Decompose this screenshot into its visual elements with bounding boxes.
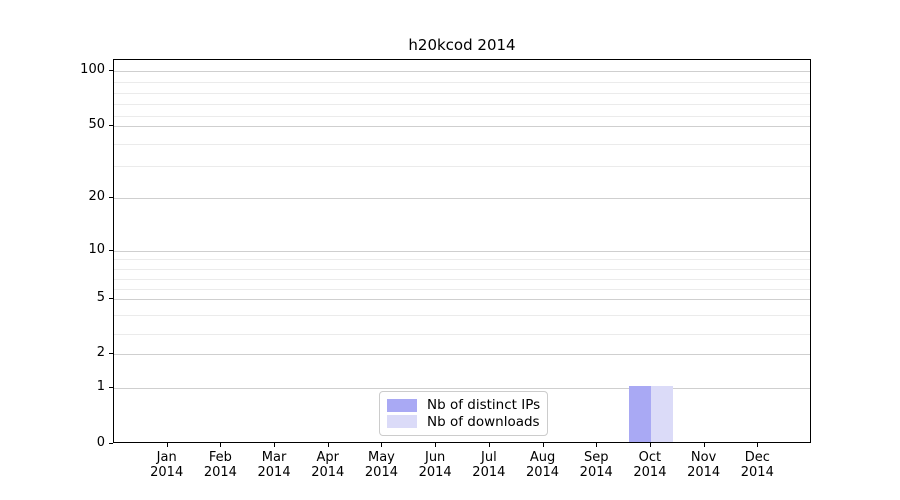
x-axis-tick-label: May 2014 bbox=[349, 450, 413, 480]
major-gridline bbox=[114, 250, 810, 252]
x-axis-tick-label: Aug 2014 bbox=[511, 450, 575, 480]
x-axis-tick-label-line: 2014 bbox=[257, 465, 291, 480]
y-axis-tick-label: 5 bbox=[96, 289, 105, 305]
minor-gridline bbox=[114, 81, 810, 83]
y-axis-tick-mark bbox=[109, 70, 113, 72]
major-gridline bbox=[114, 387, 810, 389]
x-axis-tick-mark bbox=[274, 443, 276, 447]
y-axis-tick-label: 20 bbox=[88, 188, 105, 204]
x-axis-tick-label-line: Sep bbox=[583, 450, 609, 465]
legend-label-distinct-ips: Nb of distinct IPs bbox=[427, 397, 541, 414]
y-axis-tick-mark bbox=[109, 386, 113, 388]
bar-downloads bbox=[650, 385, 673, 442]
x-axis-tick-label-line: Jul bbox=[481, 450, 497, 465]
legend-swatch-downloads bbox=[387, 415, 417, 429]
x-axis-tick-label: Mar 2014 bbox=[242, 450, 306, 480]
x-axis-tick-label: Oct 2014 bbox=[618, 450, 682, 480]
y-axis-tick-label: 2 bbox=[96, 345, 105, 361]
x-axis-tick-label-line: 2014 bbox=[525, 465, 560, 480]
minor-gridline bbox=[114, 288, 810, 290]
x-axis-tick-mark bbox=[435, 443, 437, 447]
x-axis-tick-label-line: Nov bbox=[690, 450, 717, 465]
chart-title: h20kcod 2014 bbox=[408, 36, 516, 54]
y-axis-tick-label: 50 bbox=[88, 117, 105, 133]
x-axis-tick-label-line: 2014 bbox=[203, 465, 237, 480]
x-axis-tick-label: Jul 2014 bbox=[457, 450, 521, 480]
x-axis-tick-label-line: 2014 bbox=[633, 465, 667, 480]
legend-item-distinct-ips: Nb of distinct IPs bbox=[387, 397, 541, 414]
minor-gridline bbox=[114, 334, 810, 336]
x-axis-tick-label: Sep 2014 bbox=[564, 450, 628, 480]
x-axis-tick-label-line: Mar bbox=[261, 450, 287, 465]
x-axis-tick-mark bbox=[488, 443, 490, 447]
x-axis-tick-label-line: Oct bbox=[638, 450, 662, 465]
minor-gridline bbox=[114, 143, 810, 145]
legend: Nb of distinct IPs Nb of downloads bbox=[379, 391, 548, 436]
x-axis-tick-label: Dec 2014 bbox=[725, 450, 789, 480]
x-axis-tick-mark bbox=[757, 443, 759, 447]
legend-swatch-distinct-ips bbox=[387, 398, 417, 412]
minor-gridline bbox=[114, 104, 810, 106]
major-gridline bbox=[114, 126, 810, 128]
minor-gridline bbox=[114, 116, 810, 118]
x-axis-tick-mark bbox=[381, 443, 383, 447]
x-axis-tick-label-line: 2014 bbox=[150, 465, 184, 480]
x-axis-tick-label-line: Jan bbox=[156, 450, 177, 465]
y-axis-tick-mark bbox=[109, 443, 113, 444]
legend-item-downloads: Nb of downloads bbox=[387, 413, 540, 430]
x-axis-tick-mark bbox=[220, 443, 222, 447]
y-axis-tick-mark bbox=[109, 353, 113, 355]
plot-area: Nb of distinct IPs Nb of downloads bbox=[113, 59, 811, 443]
x-axis-tick-label-line: 2014 bbox=[311, 465, 345, 480]
x-axis-tick-mark bbox=[166, 443, 168, 447]
x-axis-tick-mark bbox=[327, 443, 329, 447]
major-gridline bbox=[114, 71, 810, 73]
x-axis-tick-label-line: Aug bbox=[529, 450, 556, 465]
major-gridline bbox=[114, 197, 810, 199]
x-axis-tick-mark bbox=[703, 443, 705, 447]
x-axis-tick-label: Nov 2014 bbox=[672, 450, 736, 480]
y-axis-tick-label: 10 bbox=[88, 241, 105, 257]
y-axis-tick-label: 1 bbox=[96, 378, 105, 394]
y-axis-tick-mark bbox=[109, 125, 113, 127]
x-axis-tick-label-line: Jun bbox=[424, 450, 446, 465]
x-axis-tick-label-line: Feb bbox=[208, 450, 232, 465]
major-gridline bbox=[114, 354, 810, 356]
x-axis-tick-mark bbox=[596, 443, 598, 447]
major-gridline bbox=[114, 298, 810, 300]
minor-gridline bbox=[114, 269, 810, 271]
x-axis-tick-label-line: Dec bbox=[744, 450, 770, 465]
y-axis-tick-mark bbox=[109, 297, 113, 299]
minor-gridline bbox=[114, 258, 810, 260]
minor-gridline bbox=[114, 93, 810, 95]
x-axis-tick-label-line: 2014 bbox=[579, 465, 613, 480]
x-axis-tick-label-line: May bbox=[368, 450, 395, 465]
bar-distinct-ips bbox=[628, 385, 651, 442]
x-axis-tick-label-line: 2014 bbox=[418, 465, 452, 480]
x-axis-tick-mark bbox=[542, 443, 544, 447]
minor-gridline bbox=[114, 278, 810, 280]
x-axis-tick-label-line: Apr bbox=[316, 450, 340, 465]
x-axis-tick-mark bbox=[649, 443, 651, 447]
y-axis-tick-mark bbox=[109, 249, 113, 251]
x-axis-tick-label: Apr 2014 bbox=[296, 450, 360, 480]
x-axis-tick-label: Feb 2014 bbox=[188, 450, 252, 480]
x-axis-tick-label-line: 2014 bbox=[740, 465, 774, 480]
x-axis-tick-label-line: 2014 bbox=[687, 465, 721, 480]
y-axis-tick-mark bbox=[109, 196, 113, 198]
y-axis-tick-label: 0 bbox=[96, 435, 105, 450]
y-axis-tick-label: 100 bbox=[80, 62, 105, 78]
x-axis-tick-label-line: 2014 bbox=[364, 465, 398, 480]
x-axis-tick-label: Jan 2014 bbox=[135, 450, 199, 480]
x-axis-tick-label: Jun 2014 bbox=[403, 450, 467, 480]
x-axis-tick-label-line: 2014 bbox=[472, 465, 506, 480]
minor-gridline bbox=[114, 315, 810, 317]
legend-label-downloads: Nb of downloads bbox=[427, 413, 540, 430]
minor-gridline bbox=[114, 166, 810, 168]
